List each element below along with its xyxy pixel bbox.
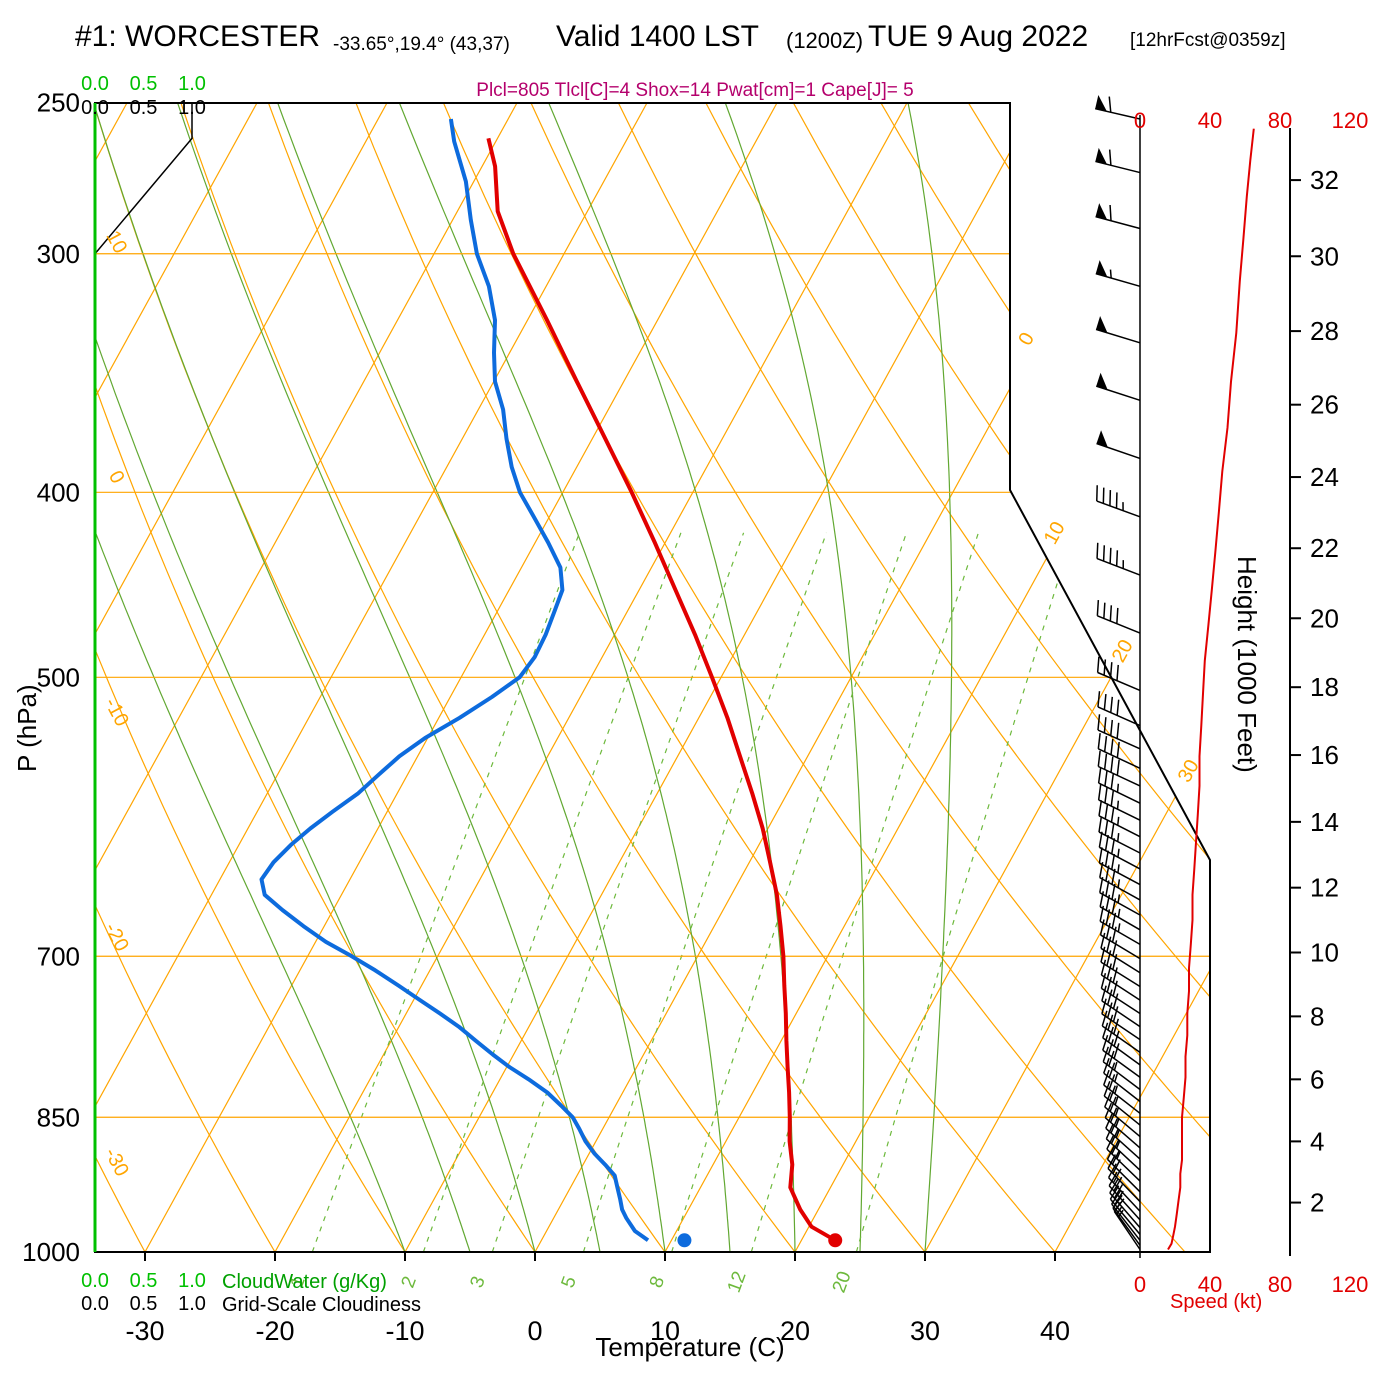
svg-text:26: 26: [1310, 390, 1339, 420]
svg-text:700: 700: [37, 941, 80, 971]
svg-text:850: 850: [37, 1102, 80, 1132]
svg-text:3: 3: [466, 1274, 489, 1291]
svg-text:1.0: 1.0: [178, 1270, 206, 1292]
svg-text:0: 0: [1134, 108, 1146, 133]
svg-text:10: 10: [1040, 518, 1070, 548]
svg-text:22: 22: [1310, 533, 1339, 563]
svg-text:40: 40: [1198, 108, 1222, 133]
svg-text:300: 300: [37, 239, 80, 269]
svg-text:5: 5: [558, 1274, 581, 1291]
svg-text:24: 24: [1310, 462, 1339, 492]
svg-text:1.0: 1.0: [178, 97, 206, 119]
svg-text:-30: -30: [125, 1316, 164, 1346]
svg-text:500: 500: [37, 662, 80, 692]
cloudiness-legend: Grid-Scale Cloudiness: [222, 1294, 421, 1316]
svg-text:14: 14: [1310, 807, 1339, 837]
svg-text:20: 20: [1310, 603, 1339, 633]
svg-text:20: 20: [780, 1316, 810, 1346]
svg-text:12: 12: [724, 1269, 751, 1296]
temperature-trace: [486, 137, 837, 1243]
svg-text:20: 20: [829, 1269, 856, 1296]
svg-text:120: 120: [1332, 108, 1369, 133]
forecast-tag: [12hrFcst@0359z]: [1130, 30, 1286, 51]
temperature-axis-title: Temperature (C): [595, 1332, 785, 1362]
station-title: #1: WORCESTER: [75, 20, 321, 53]
svg-text:0.5: 0.5: [130, 1293, 158, 1315]
svg-text:0: 0: [104, 467, 129, 487]
svg-text:20: 20: [1108, 636, 1138, 666]
speed-axis-title: Speed (kt): [1170, 1291, 1263, 1313]
surface-temperature-dot: [828, 1233, 843, 1248]
surface-dewpoint-dot: [677, 1233, 692, 1248]
svg-text:1.0: 1.0: [178, 1293, 206, 1315]
svg-text:-10: -10: [385, 1316, 424, 1346]
svg-text:32: 32: [1310, 165, 1339, 195]
svg-text:400: 400: [37, 477, 80, 507]
svg-text:120: 120: [1332, 1272, 1369, 1297]
svg-text:16: 16: [1310, 740, 1339, 770]
station-coords: -33.65°,19.4° (43,37): [333, 34, 510, 55]
svg-text:2: 2: [398, 1274, 421, 1291]
svg-text:2: 2: [1310, 1188, 1324, 1218]
sounding-params: Plcl=805 Tlcl[C]=4 Shox=14 Pwat[cm]=1 Ca…: [476, 80, 914, 101]
svg-text:12: 12: [1310, 873, 1339, 903]
skewt-grid: [95, 103, 1210, 1252]
svg-text:1.0: 1.0: [178, 73, 206, 95]
svg-text:0: 0: [527, 1316, 542, 1346]
svg-text:0.0: 0.0: [81, 1270, 109, 1292]
svg-text:250: 250: [37, 88, 80, 118]
svg-text:40: 40: [1198, 1272, 1222, 1297]
svg-text:0.5: 0.5: [130, 97, 158, 119]
svg-text:30: 30: [910, 1316, 940, 1346]
cloudwater-legend: CloudWater (g/Kg): [222, 1271, 387, 1293]
svg-text:0.0: 0.0: [81, 97, 109, 119]
cloudiness-trace: [95, 103, 193, 1252]
height-axis-title: Height (1000 Feet): [1232, 556, 1262, 773]
valid-date: TUE 9 Aug 2022: [868, 20, 1089, 53]
svg-text:10: 10: [650, 1316, 680, 1346]
svg-text:30: 30: [1310, 241, 1339, 271]
svg-text:10: 10: [1310, 937, 1339, 967]
wind-barbs: [1095, 95, 1141, 1250]
svg-text:80: 80: [1268, 1272, 1292, 1297]
speed-trace: [1167, 128, 1255, 1251]
svg-text:-20: -20: [255, 1316, 294, 1346]
svg-text:-20: -20: [100, 919, 133, 955]
svg-text:40: 40: [1040, 1316, 1070, 1346]
svg-text:18: 18: [1310, 672, 1339, 702]
svg-text:28: 28: [1310, 316, 1339, 346]
svg-text:0: 0: [1134, 1272, 1146, 1297]
svg-text:8: 8: [646, 1274, 669, 1291]
svg-text:4: 4: [1310, 1126, 1324, 1156]
svg-text:10: 10: [101, 227, 131, 257]
svg-text:-10: -10: [100, 694, 133, 730]
svg-text:1000: 1000: [22, 1237, 80, 1267]
svg-text:0: 0: [1014, 329, 1039, 349]
svg-text:80: 80: [1268, 108, 1292, 133]
pressure-axis-title: P (hPa): [12, 684, 42, 772]
svg-text:6: 6: [1310, 1064, 1324, 1094]
valid-zulu: (1200Z): [786, 28, 864, 53]
svg-text:0.0: 0.0: [81, 1293, 109, 1315]
svg-text:0.5: 0.5: [130, 73, 158, 95]
svg-text:8: 8: [1310, 1001, 1324, 1031]
valid-time: Valid 1400 LST: [556, 20, 759, 53]
svg-text:0.0: 0.0: [81, 73, 109, 95]
svg-text:0.5: 0.5: [130, 1270, 158, 1292]
dewpoint-trace: [259, 118, 650, 1242]
